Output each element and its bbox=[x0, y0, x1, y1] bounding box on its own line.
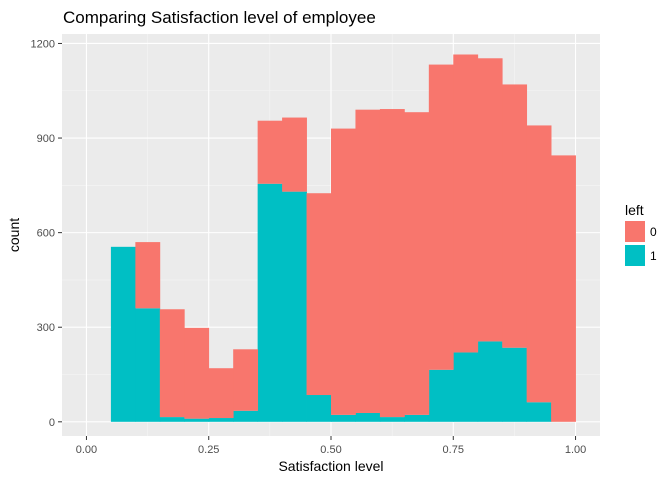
bar-left-1-bin-5 bbox=[233, 410, 259, 422]
y-tick-label: 0 bbox=[49, 417, 55, 429]
bar-left-1-bin-6 bbox=[257, 183, 283, 422]
bar-left-1-bin-16 bbox=[502, 347, 528, 422]
bar-left-1-bin-17 bbox=[526, 402, 552, 422]
y-tick-label: 300 bbox=[37, 322, 55, 334]
bar-left-1-bin-9 bbox=[331, 414, 356, 422]
bar-left-1-bin-4 bbox=[208, 418, 234, 422]
bar-left-1-bin-0 bbox=[110, 246, 136, 422]
x-tick-label: 0.75 bbox=[443, 444, 464, 456]
legend-key-0 bbox=[625, 221, 645, 242]
bar-left-1-bin-15 bbox=[477, 341, 503, 422]
chart-title: Comparing Satisfaction level of employee bbox=[63, 8, 376, 27]
bar-left-0-bin-5 bbox=[233, 349, 259, 411]
bar-left-0-bin-10 bbox=[355, 109, 381, 413]
y-axis-title: count bbox=[6, 218, 22, 252]
y-axis: 0 300 600 900 1200 bbox=[31, 38, 62, 429]
bar-left-0-bin-11 bbox=[379, 109, 405, 418]
bar-left-1-bin-10 bbox=[355, 412, 381, 422]
bar-left-0-bin-14 bbox=[453, 54, 479, 353]
bar-left-0-bin-7 bbox=[282, 117, 307, 192]
y-tick-label: 1200 bbox=[31, 38, 55, 50]
y-tick-label: 900 bbox=[37, 133, 55, 145]
bar-left-0-bin-12 bbox=[404, 112, 430, 415]
legend-label-0: 0 bbox=[650, 225, 657, 239]
bar-left-0-bin-13 bbox=[428, 64, 454, 370]
bar-left-1-bin-3 bbox=[184, 418, 210, 422]
x-axis: 0.00 0.25 0.50 0.75 1.00 bbox=[76, 436, 586, 456]
bar-left-0-bin-9 bbox=[331, 128, 356, 415]
bar-left-1-bin-2 bbox=[159, 417, 185, 422]
x-tick-label: 0.00 bbox=[76, 444, 97, 456]
bar-left-1-bin-1 bbox=[135, 308, 161, 422]
bar-left-0-bin-3 bbox=[184, 327, 210, 419]
bar-left-0-bin-2 bbox=[159, 309, 185, 418]
x-axis-title: Satisfaction level bbox=[278, 458, 383, 474]
bar-left-0-bin-16 bbox=[502, 84, 528, 348]
bar-left-0-bin-17 bbox=[526, 125, 552, 403]
legend: left 0 1 bbox=[625, 202, 657, 266]
bar-left-0-bin-6 bbox=[257, 120, 283, 184]
bar-left-1-bin-12 bbox=[404, 414, 430, 422]
bar-left-0-bin-4 bbox=[208, 368, 234, 419]
bar-left-0-bin-18 bbox=[551, 155, 576, 422]
bar-left-1-bin-8 bbox=[306, 395, 332, 422]
bar-group bbox=[110, 54, 576, 422]
legend-label-1: 1 bbox=[650, 249, 657, 263]
bar-left-0-bin-8 bbox=[306, 193, 332, 396]
bar-left-0-bin-15 bbox=[477, 58, 503, 342]
bar-left-1-bin-14 bbox=[453, 352, 479, 422]
bar-left-1-bin-7 bbox=[282, 191, 307, 422]
x-tick-label: 1.00 bbox=[565, 444, 586, 456]
x-tick-label: 0.25 bbox=[198, 444, 219, 456]
x-tick-label: 0.50 bbox=[320, 444, 341, 456]
legend-key-1 bbox=[625, 245, 645, 266]
legend-title: left bbox=[625, 202, 644, 218]
y-tick-label: 600 bbox=[37, 228, 55, 240]
bar-left-1-bin-13 bbox=[428, 369, 454, 422]
bar-left-1-bin-11 bbox=[379, 417, 405, 422]
bar-left-0-bin-1 bbox=[135, 242, 161, 309]
